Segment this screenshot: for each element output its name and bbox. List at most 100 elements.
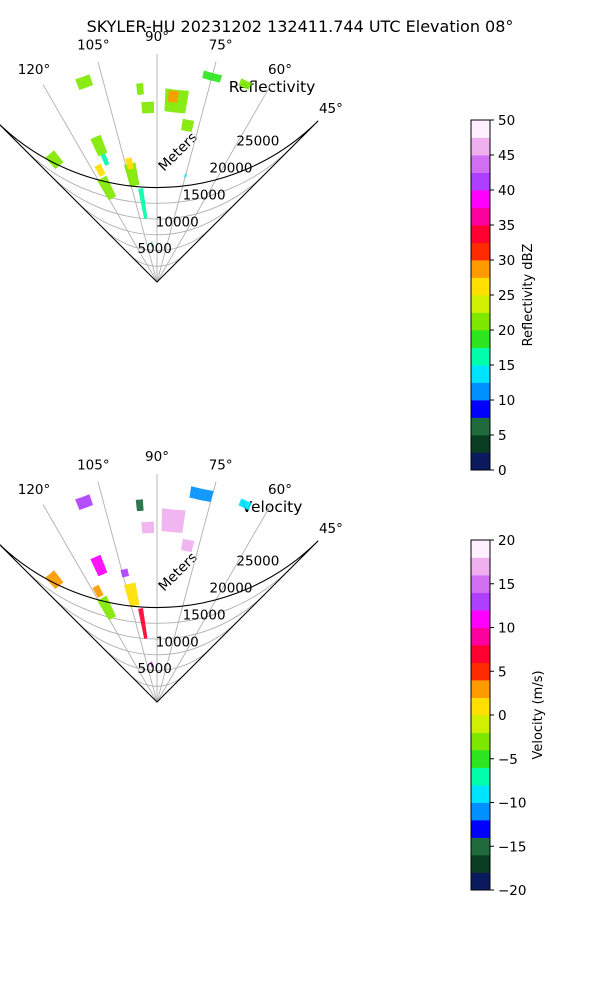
radar-echo: [75, 494, 94, 510]
angle-tick-label: 60°: [268, 62, 292, 78]
radar-echo: [138, 188, 148, 219]
colorbar-tick-label: 5: [498, 664, 507, 680]
colorbar-segment: [471, 540, 490, 558]
angle-gridline: [156, 84, 272, 283]
radar-echo: [161, 508, 186, 533]
colorbar-segment: [471, 732, 490, 751]
radar-echo: [135, 499, 144, 512]
radar-echo: [168, 90, 179, 103]
angle-tick-label: 105°: [77, 457, 110, 473]
colorbar-segment: [471, 837, 490, 856]
colorbar-tick-label: 20: [498, 323, 515, 339]
range-tick-label: 5000: [138, 661, 172, 677]
colorbar-segment: [471, 347, 490, 366]
sector-outline: [0, 540, 319, 703]
colorbar-segment: [471, 627, 490, 646]
colorbar-segment: [471, 225, 490, 243]
radar-echo: [90, 554, 108, 577]
colorbar-tick-label: 50: [498, 113, 515, 129]
range-tick-label: 5000: [138, 241, 172, 257]
radar-echo: [120, 568, 130, 578]
colorbar-tick-label: −10: [498, 796, 527, 812]
radar-echo: [138, 608, 148, 639]
velocity-range-label: Meters: [156, 550, 201, 595]
colorbar-segment: [471, 680, 490, 698]
reflectivity-colorbar: 0 5 10 15 20 25 30 35 40 45 50: [470, 113, 515, 479]
radar-echo: [150, 241, 153, 248]
angle-gridline: [156, 481, 217, 703]
colorbar-tick-label: 10: [498, 393, 515, 409]
radar-echo: [75, 74, 94, 90]
colorbar-tick-label: 0: [498, 708, 507, 724]
colorbar-tick-label: 45: [498, 148, 515, 164]
colorbar-tick-label: −15: [498, 839, 527, 855]
radar-echo: [136, 82, 144, 95]
range-tick-label: 25000: [236, 134, 279, 150]
colorbar-segment: [471, 400, 490, 418]
colorbar-segment: [471, 312, 490, 331]
colorbar-segment: [471, 662, 490, 681]
colorbar-segment: [471, 802, 490, 821]
colorbar-segment: [471, 330, 490, 348]
colorbar-segment: [471, 137, 490, 156]
velocity-plot: 5000 10000 15000 20000 25000 45° 60° 75° 90° 105°…: [0, 449, 343, 703]
angle-tick-label: 45°: [319, 521, 343, 537]
radar-echo: [97, 175, 117, 201]
colorbar-tick-label: 10: [498, 621, 515, 637]
colorbar-segment: [471, 277, 490, 296]
angle-tick-label: 105°: [77, 37, 110, 53]
sector-outline: [0, 120, 319, 283]
radar-echo: [141, 101, 155, 114]
reflectivity-range-label: Meters: [156, 130, 201, 175]
velocity-colorbar-label: Velocity (m/s): [531, 670, 546, 759]
colorbar-segment: [471, 435, 490, 453]
range-tick-label: 15000: [183, 607, 226, 623]
colorbar-segment: [471, 452, 490, 471]
colorbar-tick-label: 15: [498, 358, 515, 374]
colorbar-tick-label: 5: [498, 428, 507, 444]
colorbar-segment: [471, 767, 490, 786]
colorbar-segment: [471, 785, 490, 803]
colorbar-tick-label: −5: [498, 752, 518, 768]
colorbar-segment: [471, 557, 490, 576]
angle-tick-label: 90°: [145, 449, 169, 465]
radar-echo: [97, 595, 117, 621]
radar-echo: [94, 163, 106, 177]
radar-echo: [45, 150, 64, 170]
colorbar-segment: [471, 295, 490, 313]
colorbar-segment: [471, 155, 490, 173]
velocity-panel: Velocity Meters Velocity (m/s) 5000 10000…: [0, 449, 546, 899]
colorbar-segment: [471, 575, 490, 593]
reflectivity-colorbar-label: Reflectivity dBZ: [521, 244, 536, 347]
colorbar-segment: [471, 382, 490, 401]
angle-tick-label: 60°: [268, 482, 292, 498]
radar-echo: [181, 538, 195, 553]
range-tick-label: 10000: [156, 634, 199, 650]
velocity-title: Velocity: [242, 498, 303, 516]
radar-echo: [150, 661, 153, 668]
range-tick-label: 20000: [210, 581, 253, 597]
colorbar-segment: [471, 190, 490, 208]
colorbar-tick-label: 25: [498, 288, 515, 304]
angle-gridline: [156, 504, 272, 703]
radar-echo: [100, 153, 110, 166]
range-tick-label: 25000: [236, 554, 279, 570]
colorbar-segment: [471, 207, 490, 226]
colorbar-tick-label: 35: [498, 218, 515, 234]
colorbar-segment: [471, 750, 490, 768]
colorbar-tick-label: 20: [498, 533, 515, 549]
radar-echo: [123, 582, 140, 607]
radar-echo: [238, 498, 252, 510]
radar-echo: [90, 134, 108, 157]
colorbar-segment: [471, 715, 490, 733]
colorbar-segment: [471, 697, 490, 716]
colorbar-tick-label: 0: [498, 463, 507, 479]
radar-echo: [125, 157, 134, 170]
angle-tick-label: 75°: [209, 457, 233, 473]
velocity-colorbar: −20 −15 −10 −5 0 5 10 15 20: [470, 533, 527, 899]
radar-echo: [141, 521, 155, 534]
radar-echo: [92, 584, 104, 598]
reflectivity-panel: Reflectivity Meters Reflectivity dBZ 500…: [0, 29, 536, 479]
radar-echo: [181, 118, 195, 133]
